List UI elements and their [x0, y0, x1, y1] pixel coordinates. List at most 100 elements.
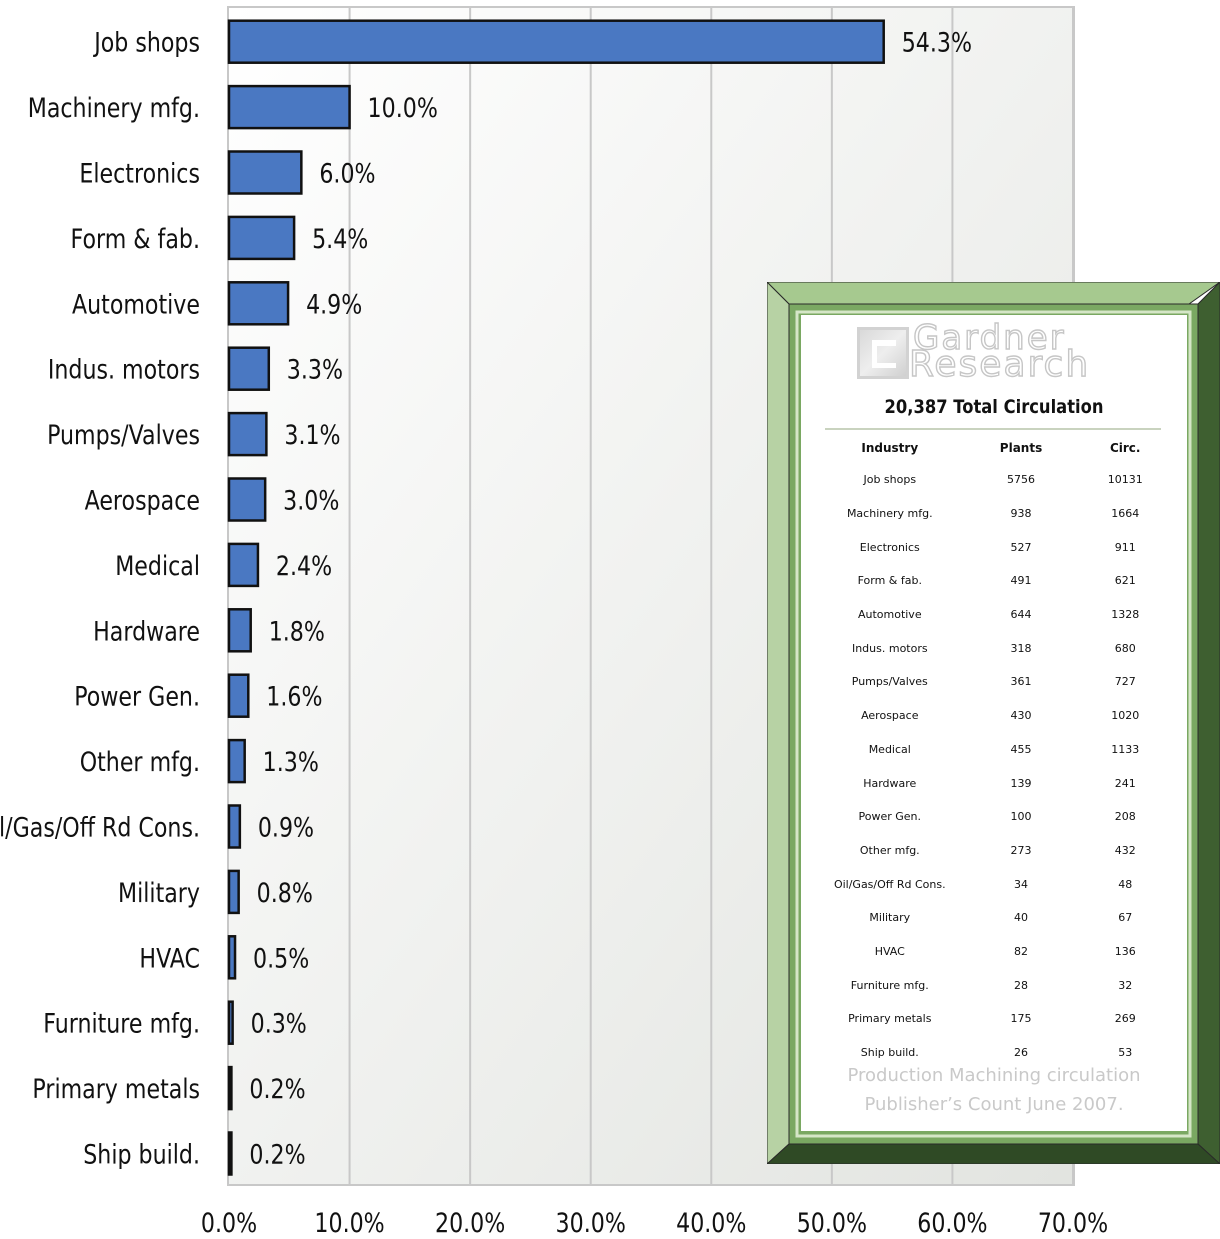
cell-industry: HVAC	[874, 944, 905, 958]
gardner-logo-icon	[857, 327, 909, 379]
category-label: Military	[118, 877, 200, 909]
header-plants: Plants	[999, 441, 1043, 455]
value-label: 6.0%	[319, 157, 375, 189]
table-row: Machinery mfg. 938 1664	[801, 497, 1187, 531]
bar	[227, 608, 252, 653]
cell-industry: Furniture mfg.	[850, 978, 929, 992]
bar	[227, 150, 303, 195]
cell-circ: 911	[1114, 540, 1136, 554]
table-row: Pumps/Valves 361 727	[801, 665, 1187, 699]
circulation-table: Industry Plants Circ. Job shops 5756 10131…	[801, 433, 1187, 1069]
cell-circ: 241	[1114, 776, 1136, 790]
cell-industry: Power Gen.	[858, 810, 922, 824]
cell-industry: Job shops	[863, 473, 917, 487]
category-label: Automotive	[72, 288, 200, 320]
cell-industry: Hardware	[863, 776, 917, 790]
cell-circ: 1133	[1111, 742, 1140, 756]
cell-plants: 527	[1010, 540, 1032, 554]
cell-plants: 430	[1010, 709, 1032, 723]
cell-industry: Aerospace	[861, 709, 919, 723]
value-label: 1.3%	[263, 746, 319, 778]
value-label: 5.4%	[312, 223, 368, 255]
category-label: Pumps/Valves	[47, 419, 200, 451]
category-label: Electronics	[79, 157, 200, 189]
value-label: 0.2%	[249, 1073, 305, 1105]
bar	[227, 673, 250, 718]
table-row: Medical 455 1133	[801, 733, 1187, 767]
cell-industry: Pumps/Valves	[851, 675, 928, 689]
table-row: Job shops 5756 10131	[801, 463, 1187, 497]
cell-industry: Ship build.	[860, 1046, 919, 1060]
x-tick-labels: 0.0% 10.0% 20.0% 30.0% 40.0% 50.0% 60.0% 70.0%	[201, 1207, 1108, 1239]
value-label: 4.9%	[306, 288, 362, 320]
value-label: 2.4%	[276, 550, 332, 582]
cell-plants: 28	[1014, 978, 1028, 992]
category-label: Power Gen.	[74, 681, 200, 713]
category-label: Job shops	[92, 27, 200, 59]
cell-circ: 32	[1118, 978, 1133, 992]
cell-plants: 5756	[1007, 473, 1035, 487]
cell-industry: Military	[869, 911, 911, 925]
table-row: Power Gen. 100 208	[801, 800, 1187, 834]
cell-plants: 938	[1010, 507, 1032, 521]
cell-circ: 1328	[1111, 608, 1140, 622]
bar	[227, 738, 246, 784]
table-header-row: Industry Plants Circ.	[801, 433, 1187, 463]
total-circulation: 20,387 Total Circulation	[884, 396, 1104, 418]
cell-circ: 67	[1118, 911, 1133, 925]
bars	[227, 19, 885, 1176]
bar	[227, 804, 242, 849]
cell-industry: Machinery mfg.	[846, 507, 933, 521]
table-row: Indus. motors 318 680	[801, 631, 1187, 665]
category-label: Furniture mfg.	[43, 1008, 200, 1040]
cell-circ: 1020	[1111, 709, 1140, 723]
cell-circ: 432	[1114, 843, 1136, 857]
x-tick-label: 30.0%	[556, 1207, 626, 1239]
inset-content: Gardner Research 20,387 Total Circulatio…	[801, 315, 1187, 1131]
bar	[227, 1131, 233, 1176]
table-row: Other mfg. 273 432	[801, 834, 1187, 868]
cell-plants: 361	[1010, 675, 1032, 689]
divider	[825, 428, 1161, 430]
cell-industry: Form & fab.	[857, 574, 922, 588]
cell-circ: 208	[1114, 810, 1136, 824]
value-label: 54.3%	[902, 27, 972, 59]
source-note: Production Machining circulation Publish…	[801, 1061, 1187, 1119]
cell-circ: 680	[1114, 641, 1136, 655]
source-note-line1: Production Machining circulation	[847, 1065, 1141, 1086]
cell-circ: 621	[1114, 574, 1136, 588]
value-label: 10.0%	[368, 92, 438, 124]
x-tick-label: 20.0%	[435, 1207, 505, 1239]
bar	[227, 19, 885, 64]
cell-industry: Electronics	[859, 540, 920, 554]
category-label: Ship build.	[83, 1138, 200, 1170]
cell-plants: 455	[1010, 742, 1032, 756]
category-label: Other mfg.	[80, 746, 200, 778]
cell-plants: 82	[1014, 944, 1028, 958]
bar	[227, 542, 260, 588]
table-row: Automotive 644 1328	[801, 598, 1187, 632]
cell-industry: Automotive	[857, 608, 922, 622]
cell-circ: 727	[1114, 675, 1136, 689]
cell-industry: Primary metals	[848, 1012, 932, 1026]
cell-industry: Other mfg.	[859, 843, 920, 857]
x-tick-label: 40.0%	[676, 1207, 746, 1239]
table-row: Form & fab. 491 621	[801, 564, 1187, 598]
cell-plants: 491	[1010, 574, 1032, 588]
cell-plants: 139	[1010, 776, 1032, 790]
value-label: 0.3%	[251, 1008, 307, 1040]
table-row: Oil/Gas/Off Rd Cons. 34 48	[801, 867, 1187, 901]
cell-circ: 136	[1114, 944, 1136, 958]
cell-plants: 318	[1010, 641, 1032, 655]
category-label: Medical	[115, 550, 200, 582]
bar	[227, 477, 267, 522]
value-label: 3.0%	[283, 484, 339, 516]
table-row: Military 40 67	[801, 901, 1187, 935]
gardner-research-logo: Gardner Research	[857, 320, 1147, 389]
bar	[227, 215, 296, 261]
cell-industry: Indus. motors	[851, 641, 928, 655]
value-label: 3.1%	[284, 419, 340, 451]
table-row: Ship build. 26 53	[801, 1036, 1187, 1070]
cell-plants: 34	[1014, 877, 1028, 891]
cell-industry: Oil/Gas/Off Rd Cons.	[833, 877, 946, 891]
